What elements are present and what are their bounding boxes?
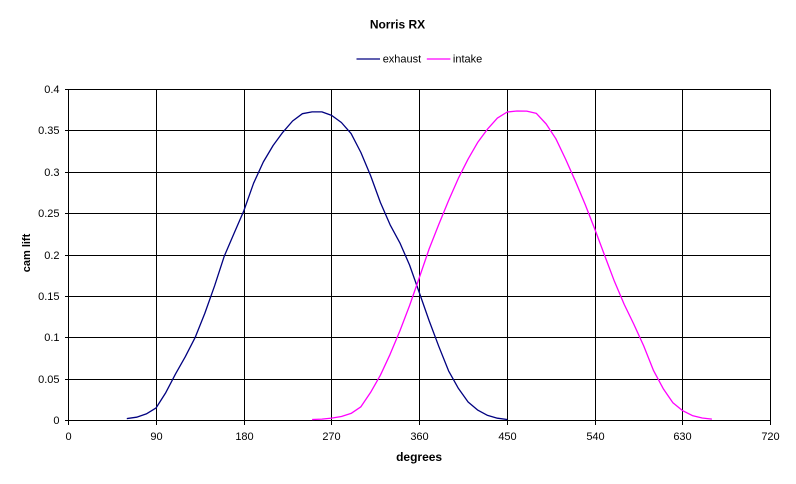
svg-text:450: 450	[498, 431, 516, 443]
svg-text:0.05: 0.05	[38, 374, 59, 386]
svg-text:intake: intake	[453, 54, 482, 66]
svg-text:360: 360	[410, 431, 428, 443]
svg-text:0.15: 0.15	[38, 291, 59, 303]
svg-text:degrees: degrees	[396, 450, 442, 464]
svg-text:Norris RX: Norris RX	[370, 18, 425, 32]
svg-text:720: 720	[761, 431, 779, 443]
svg-text:0.3: 0.3	[44, 167, 59, 179]
svg-text:0.2: 0.2	[44, 250, 59, 262]
svg-text:0: 0	[53, 415, 59, 427]
svg-text:0.1: 0.1	[44, 332, 59, 344]
svg-text:630: 630	[673, 431, 691, 443]
svg-text:exhaust: exhaust	[383, 54, 422, 66]
svg-text:0.35: 0.35	[38, 125, 59, 137]
svg-text:540: 540	[586, 431, 604, 443]
svg-text:cam lift: cam lift	[21, 233, 33, 272]
svg-text:0.4: 0.4	[44, 84, 59, 96]
svg-text:0.25: 0.25	[38, 208, 59, 220]
svg-text:90: 90	[150, 431, 162, 443]
svg-text:270: 270	[322, 431, 340, 443]
svg-text:0: 0	[65, 431, 71, 443]
svg-text:180: 180	[235, 431, 253, 443]
